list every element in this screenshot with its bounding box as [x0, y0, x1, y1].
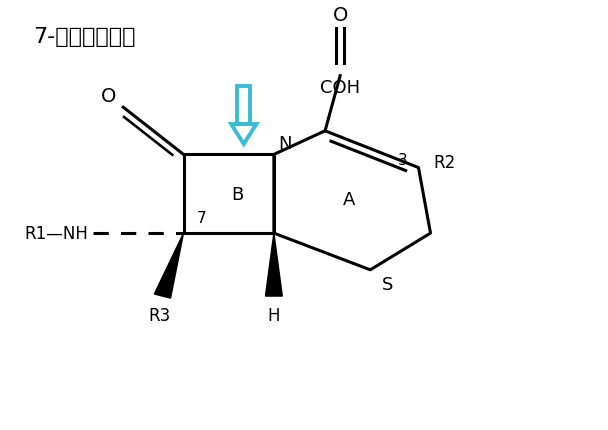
Text: 3: 3	[398, 153, 407, 168]
Text: O: O	[100, 86, 116, 105]
Text: 7-氨基头孢烷酸: 7-氨基头孢烷酸	[33, 27, 136, 47]
Text: O: O	[333, 6, 348, 25]
Polygon shape	[266, 233, 282, 296]
Text: 7: 7	[197, 211, 206, 226]
Text: R3: R3	[148, 306, 170, 324]
Text: B: B	[232, 185, 244, 203]
Text: R2: R2	[434, 154, 456, 172]
Text: R1—NH: R1—NH	[24, 224, 88, 243]
Text: COH: COH	[320, 79, 360, 97]
Polygon shape	[154, 233, 184, 298]
Text: N: N	[278, 135, 292, 152]
Text: A: A	[343, 190, 355, 209]
Text: H: H	[268, 306, 280, 324]
Text: S: S	[382, 276, 394, 293]
